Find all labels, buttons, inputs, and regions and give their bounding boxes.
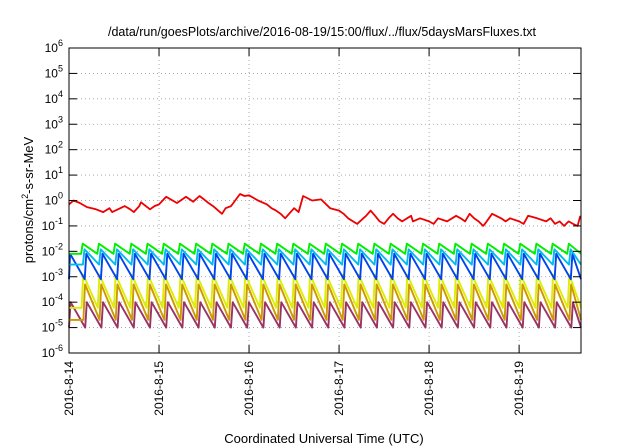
red-series-line [68, 193, 582, 227]
sawtooth-series-line [69, 242, 582, 255]
x-tick-label: 2016-8-19 [512, 361, 526, 416]
y-tick-base: 10 [42, 270, 56, 284]
y-axis-ticks: 10-610-510-410-310-210-11001011021031041… [42, 38, 581, 360]
y-tick-exp: -4 [55, 292, 63, 302]
y-tick-label: 103 [45, 114, 63, 131]
x-tick-label: 2016-8-15 [152, 361, 166, 416]
chart-title: /data/run/goesPlots/archive/2016-08-19/1… [108, 25, 537, 39]
y-tick-label: 10-5 [42, 318, 63, 335]
sawtooth-series-line [68, 301, 582, 329]
x-tick-label: 2016-8-17 [332, 361, 346, 416]
y-tick-exp: -1 [55, 216, 63, 226]
x-axis-label: Coordinated Universal Time (UTC) [224, 431, 423, 446]
y-tick-label: 100 [45, 191, 63, 208]
sawtooth-series-line [69, 273, 582, 309]
y-tick-exp: 2 [58, 140, 63, 150]
y-tick-label: 101 [45, 165, 63, 182]
y-tick-exp: 3 [58, 114, 63, 124]
y-tick-base: 10 [42, 346, 56, 360]
y-tick-label: 106 [45, 38, 63, 55]
y-tick-exp: -3 [55, 267, 63, 277]
y-axis-label-base: protons/cm [21, 199, 36, 263]
y-tick-label: 104 [45, 89, 63, 106]
series-group [68, 193, 582, 329]
y-tick-base: 10 [45, 168, 59, 182]
y-tick-base: 10 [42, 244, 56, 258]
y-tick-base: 10 [42, 295, 56, 309]
y-axis-label: protons/cm2-s-sr-MeV [20, 136, 36, 263]
x-axis-ticks: 2016-8-14 2016-8-15 2016-8-16 2016-8-17 2016… [62, 48, 526, 416]
sawtooth-series-line [69, 283, 582, 321]
y-tick-base: 10 [45, 66, 59, 80]
y-tick-base: 10 [45, 194, 59, 208]
sawtooth-series-line [69, 248, 582, 266]
x-tick-label: 2016-8-18 [422, 361, 436, 416]
y-axis-label-sup: 2 [20, 194, 30, 199]
sawtooth-series-line [68, 252, 582, 281]
y-tick-exp: 1 [58, 165, 63, 175]
y-tick-label: 10-3 [42, 267, 63, 284]
y-tick-exp: 0 [58, 191, 63, 201]
y-tick-base: 10 [45, 143, 59, 157]
y-tick-base: 10 [45, 92, 59, 106]
y-tick-label: 10-4 [42, 292, 63, 309]
y-tick-base: 10 [45, 117, 59, 131]
y-axis-label-rest: -s-sr-MeV [21, 136, 36, 193]
y-tick-exp: -2 [55, 241, 63, 251]
y-tick-label: 105 [45, 63, 63, 80]
y-tick-label: 10-2 [42, 241, 63, 258]
y-tick-exp: 4 [58, 89, 63, 99]
y-tick-exp: 5 [58, 63, 63, 73]
x-tick-label: 2016-8-14 [62, 361, 76, 416]
y-tick-exp: -5 [55, 318, 63, 328]
y-tick-exp: 6 [58, 38, 63, 48]
y-tick-base: 10 [42, 219, 56, 233]
y-tick-label: 10-1 [42, 216, 63, 233]
y-tick-label: 10-6 [42, 343, 63, 360]
y-tick-exp: -6 [55, 343, 63, 353]
y-tick-label: 102 [45, 140, 63, 157]
y-tick-base: 10 [42, 321, 56, 335]
y-tick-base: 10 [45, 41, 59, 55]
x-tick-label: 2016-8-16 [242, 361, 256, 416]
